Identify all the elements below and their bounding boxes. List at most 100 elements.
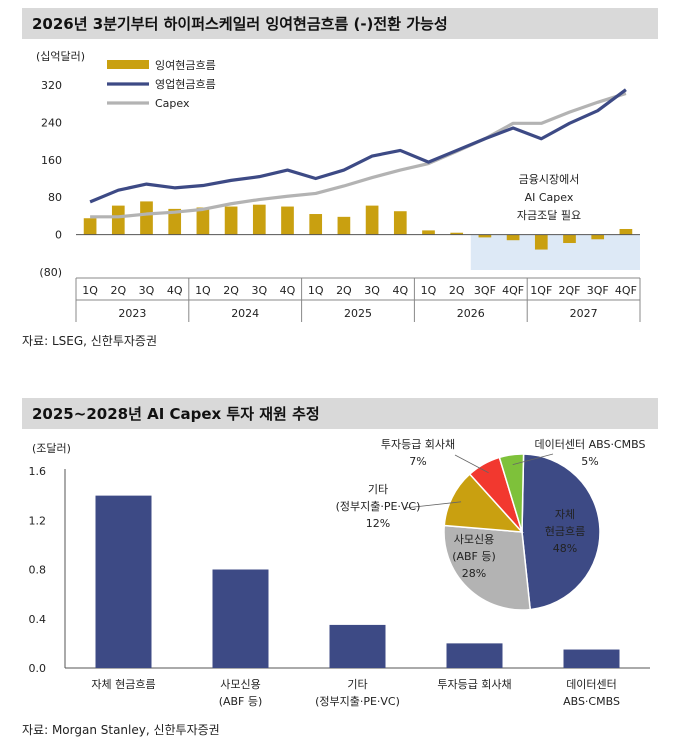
- chart1-fcf-bar: [393, 211, 407, 235]
- chart1-y-tick: 0: [55, 229, 62, 242]
- chart1-y-tick: 320: [41, 79, 62, 92]
- chart1-year-label: 2023: [118, 307, 146, 320]
- chart1-quarter-label: 1Q: [421, 284, 437, 297]
- chart2-y-tick: 0.8: [29, 564, 47, 577]
- chart1-quarter-label: 4QF: [615, 284, 637, 297]
- chart1-quarter-label: 1Q: [195, 284, 211, 297]
- chart1-fcf-bar: [83, 218, 97, 235]
- chart2-category-label: (정부지출·PE·VC): [315, 695, 400, 708]
- chart1-quarter-label: 2QF: [559, 284, 581, 297]
- chart1-quarter-label: 3Q: [251, 284, 267, 297]
- chart1-quarter-label: 1QF: [530, 284, 552, 297]
- chart2-bar: [95, 495, 152, 668]
- chart2-pie-label: 12%: [366, 517, 390, 530]
- chart2-pie-label: 5%: [581, 455, 598, 468]
- chart1-quarter-label: 3QF: [587, 284, 609, 297]
- chart1-legend-fcf-label: 잉여현금흐름: [155, 59, 216, 72]
- chart2-pie-label: 데이터센터 ABS·CMBS: [535, 438, 646, 451]
- chart1-capex-line: [90, 91, 627, 219]
- chart1-fcf-bar: [563, 234, 576, 244]
- chart1-quarter-label: 3Q: [139, 284, 155, 297]
- chart2-source: 자료: Morgan Stanley, 신한투자증권: [22, 723, 220, 737]
- chart1-legend-ocf-label: 영업현금흐름: [155, 78, 216, 91]
- chart1-svg: (십억달러) 320 240 160 80 0 (80) 1Q 2Q 3Q 4Q 1Q 2Q 3Q 4Q 1Q…: [36, 50, 641, 322]
- chart1-legend-fcf-swatch: [107, 60, 149, 69]
- chart1-legend-capex-label: Capex: [155, 97, 190, 110]
- chart1-fcf-bar: [281, 206, 294, 235]
- chart1-fcf-bar: [506, 234, 520, 241]
- chart2-bar: [446, 643, 503, 668]
- chart2-pie-label: 기타: [368, 483, 388, 496]
- chart1-y-tick: 160: [41, 154, 62, 167]
- chart2-y-tick: 0.4: [29, 613, 47, 626]
- chart1-year-label: 2024: [231, 307, 259, 320]
- chart1-quarter-label: 4Q: [392, 284, 408, 297]
- chart1-annotation-line: 자금조달 필요: [517, 209, 581, 222]
- chart2-pie-label: (정부지출·PE·VC): [336, 500, 421, 513]
- chart2-pie-label: 7%: [409, 455, 426, 468]
- chart2-bar: [212, 569, 269, 668]
- chart2-unit-label: (조달러): [32, 442, 71, 455]
- chart1-annotation-line: AI Capex: [525, 191, 574, 204]
- chart2-pie-label: 현금흐름: [545, 525, 585, 538]
- chart1-fcf-bar: [111, 205, 125, 235]
- chart2-category-label: 사모신용: [220, 678, 260, 691]
- chart2-title-bar: 2025~2028년 AI Capex 투자 재원 추정: [22, 398, 658, 429]
- chart1-title: 2026년 3분기부터 하이퍼스케일러 잉여현금흐름 (-)전환 가능성: [32, 15, 448, 33]
- chart1-fcf-bar: [140, 201, 153, 235]
- chart1-title-bar: 2026년 3분기부터 하이퍼스케일러 잉여현금흐름 (-)전환 가능성: [22, 8, 658, 39]
- chart2-category-label: 데이터센터: [566, 678, 617, 691]
- chart2-pie-label: 28%: [462, 567, 486, 580]
- chart1-quarter-label: 4QF: [502, 284, 524, 297]
- chart2-y-tick: 0.0: [29, 662, 47, 675]
- chart2-category-label: ABS·CMBS: [563, 695, 620, 708]
- chart1-annotation-line: 금융시장에서: [519, 173, 580, 186]
- chart1-y-tick: 80: [48, 191, 62, 204]
- chart2-category-label: 자체 현금흐름: [91, 678, 155, 691]
- chart2-pie-label: (ABF 등): [452, 550, 496, 563]
- chart1-quarter-label: 3QF: [474, 284, 496, 297]
- chart2-pie-slice: [498, 453, 525, 533]
- chart1-fcf-bar: [224, 206, 238, 235]
- chart1-quarter-label: 1Q: [308, 284, 324, 297]
- chart2-category-label: (ABF 등): [219, 695, 263, 708]
- chart1-quarter-label: 1Q: [82, 284, 98, 297]
- chart1-year-label: 2027: [570, 307, 598, 320]
- chart1-unit-label: (십억달러): [36, 50, 85, 63]
- chart1-fcf-bar: [450, 232, 464, 235]
- chart1-fcf-bar: [365, 205, 379, 235]
- chart1-fcf-bar: [478, 234, 492, 238]
- chart2-pie-slice: [521, 453, 601, 611]
- chart2-pie-leader: [454, 454, 489, 474]
- chart1-fcf-bar: [619, 228, 633, 235]
- chart1-fcf-bar: [309, 214, 323, 235]
- chart2-y-tick: 1.2: [29, 514, 47, 527]
- chart2-title: 2025~2028년 AI Capex 투자 재원 추정: [32, 405, 320, 423]
- chart2-y-tick: 1.6: [29, 465, 47, 478]
- chart1-fcf-bar: [422, 230, 435, 235]
- chart2-pie-label: 투자등급 회사채: [381, 438, 455, 451]
- chart2-pie-leader: [404, 501, 462, 509]
- chart2-pie-slice: [443, 524, 532, 611]
- chart1-fcf-bar: [196, 207, 210, 235]
- chart1-year-label: 2026: [457, 307, 485, 320]
- chart1-ocf-line: [89, 88, 627, 204]
- chart1-quarter-label: 3Q: [364, 284, 380, 297]
- chart1-year-label: 2025: [344, 307, 372, 320]
- chart2-pie-label: 사모신용: [454, 533, 494, 546]
- chart2-pie-label: 자체: [555, 508, 575, 521]
- chart1-quarter-label: 2Q: [449, 284, 465, 297]
- chart1-quarter-label: 4Q: [167, 284, 183, 297]
- chart2-category-label: 기타: [347, 678, 367, 691]
- chart1-quarter-label: 4Q: [280, 284, 296, 297]
- chart2-bar: [329, 624, 386, 668]
- chart1-fcf-bar: [252, 204, 266, 235]
- chart1-quarter-label: 2Q: [336, 284, 352, 297]
- chart1-fcf-bar: [534, 234, 548, 250]
- chart1-quarter-label: 2Q: [110, 284, 126, 297]
- chart2-category-label: 투자등급 회사채: [437, 678, 511, 691]
- chart1-quarter-label: 2Q: [223, 284, 239, 297]
- chart1-fcf-bar: [168, 208, 182, 235]
- chart2-pie-label: 48%: [553, 542, 577, 555]
